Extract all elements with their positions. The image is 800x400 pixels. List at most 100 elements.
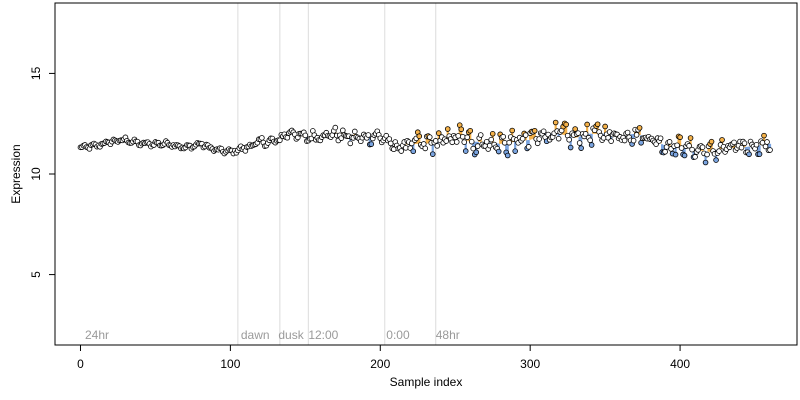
data-point <box>636 125 643 131</box>
data-point <box>422 145 429 152</box>
data-point <box>458 126 465 133</box>
data-point <box>474 143 481 149</box>
data-point <box>365 132 372 138</box>
data-point <box>536 136 542 142</box>
x-tick-label: 0 <box>77 357 84 371</box>
data-point <box>764 139 770 145</box>
annotations: 24hr dawn dusk 12:00 0:00 48hr <box>85 328 460 342</box>
data-point <box>410 148 417 155</box>
data-point <box>699 144 706 150</box>
data-point <box>495 148 502 155</box>
y-tick-label: 15 <box>29 66 43 80</box>
data-point <box>708 138 715 145</box>
data-point <box>340 127 346 134</box>
data-point <box>621 137 628 144</box>
data-point <box>429 151 436 157</box>
data-point <box>525 144 532 150</box>
data-point <box>713 157 719 163</box>
data-point <box>512 148 518 154</box>
data-point <box>588 142 595 148</box>
data-point <box>504 152 511 159</box>
data-point <box>582 131 589 137</box>
data-point <box>563 121 569 128</box>
x-axis-title: Sample index <box>390 375 463 389</box>
x-axis: 0 100 200 300 400 <box>77 344 690 371</box>
data-points <box>77 119 773 166</box>
data-point <box>519 135 526 142</box>
data-point <box>477 132 484 138</box>
data-point <box>468 138 475 145</box>
data-point <box>572 126 578 132</box>
data-point <box>467 127 474 134</box>
data-point <box>681 152 688 159</box>
data-point <box>435 130 442 136</box>
annotation-label: 48hr <box>436 328 460 342</box>
data-point <box>630 137 637 144</box>
data-point <box>704 151 710 158</box>
data-point <box>486 142 493 149</box>
y-axis: 5 10 15 <box>29 66 56 278</box>
annotation-label: 0:00 <box>386 328 410 342</box>
data-point <box>402 145 409 151</box>
data-point <box>540 128 547 135</box>
x-tick-label: 300 <box>520 357 540 371</box>
data-point <box>719 137 725 143</box>
data-point <box>741 140 748 147</box>
data-point <box>692 154 698 160</box>
data-point <box>666 139 673 145</box>
y-tick-label: 5 <box>29 271 43 278</box>
data-point <box>470 145 477 152</box>
data-point <box>464 134 471 141</box>
data-point <box>608 138 614 144</box>
data-point <box>509 127 515 134</box>
data-point <box>277 137 283 144</box>
data-point <box>633 132 640 138</box>
data-point <box>566 136 572 143</box>
data-point <box>398 148 405 154</box>
data-point <box>434 143 441 149</box>
data-point <box>624 129 631 136</box>
data-point <box>455 133 462 139</box>
data-point <box>449 139 456 146</box>
data-point <box>716 148 722 154</box>
data-point <box>461 139 468 145</box>
data-point <box>347 140 354 147</box>
data-point <box>459 133 466 140</box>
data-point <box>368 141 375 147</box>
data-point <box>387 140 394 147</box>
data-point <box>687 135 694 141</box>
data-point <box>674 142 680 149</box>
data-point <box>662 148 668 155</box>
x-tick-label: 400 <box>670 357 690 371</box>
data-point <box>567 144 574 151</box>
data-point <box>444 126 451 132</box>
data-point <box>432 138 439 144</box>
data-point <box>443 138 450 144</box>
annotation-label: dawn <box>241 328 270 342</box>
data-point <box>657 135 664 142</box>
data-point <box>761 132 767 139</box>
data-point <box>489 131 496 137</box>
data-point <box>746 151 752 158</box>
data-point <box>473 149 480 156</box>
data-point <box>594 121 601 128</box>
data-point <box>302 132 309 139</box>
data-point <box>462 148 469 154</box>
data-point <box>351 128 358 135</box>
data-point <box>488 136 495 143</box>
data-point <box>453 139 460 145</box>
data-point <box>416 133 423 140</box>
x-tick-label: 200 <box>370 357 390 371</box>
data-point <box>686 142 692 149</box>
data-point <box>506 139 512 146</box>
data-point <box>483 138 490 145</box>
annotation-label: dusk <box>278 328 304 342</box>
data-point <box>259 135 265 141</box>
data-point <box>522 132 529 138</box>
annotation-label: 24hr <box>85 328 109 342</box>
data-point <box>767 147 773 153</box>
data-point <box>672 151 679 158</box>
data-point <box>638 139 644 146</box>
data-point <box>332 124 339 131</box>
